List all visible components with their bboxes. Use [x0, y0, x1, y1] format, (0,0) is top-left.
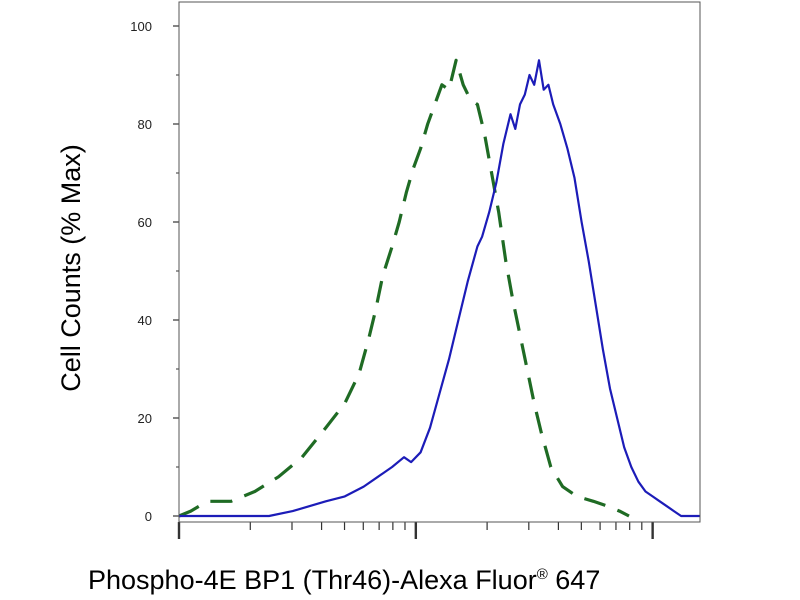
y-tick-label: 80 [138, 117, 152, 132]
control-histogram-line [178, 58, 630, 518]
y-axis-ticks: 0 20 40 60 80 100 [130, 19, 179, 524]
y-axis-label: Cell Counts (% Max) [56, 144, 86, 392]
y-tick-label: 60 [138, 215, 152, 230]
x-axis-label-registered-mark: ® [537, 566, 548, 583]
x-axis-label-main: Phospho-4E BP1 (Thr46)-Alexa Fluor [88, 565, 537, 595]
stained-histogram-line [179, 59, 700, 518]
y-tick-label: 100 [130, 19, 152, 34]
series-layer [178, 58, 700, 518]
x-axis-label: Phospho-4E BP1 (Thr46)-Alexa Fluor® 647 [88, 565, 600, 595]
y-tick-label: 20 [138, 411, 152, 426]
plot-frame [178, 1, 701, 523]
y-tick-label: 40 [138, 313, 152, 328]
y-tick-label: 0 [145, 509, 152, 524]
x-axis-label-suffix: 647 [548, 565, 601, 595]
x-axis-log-ticks [177, 522, 654, 539]
